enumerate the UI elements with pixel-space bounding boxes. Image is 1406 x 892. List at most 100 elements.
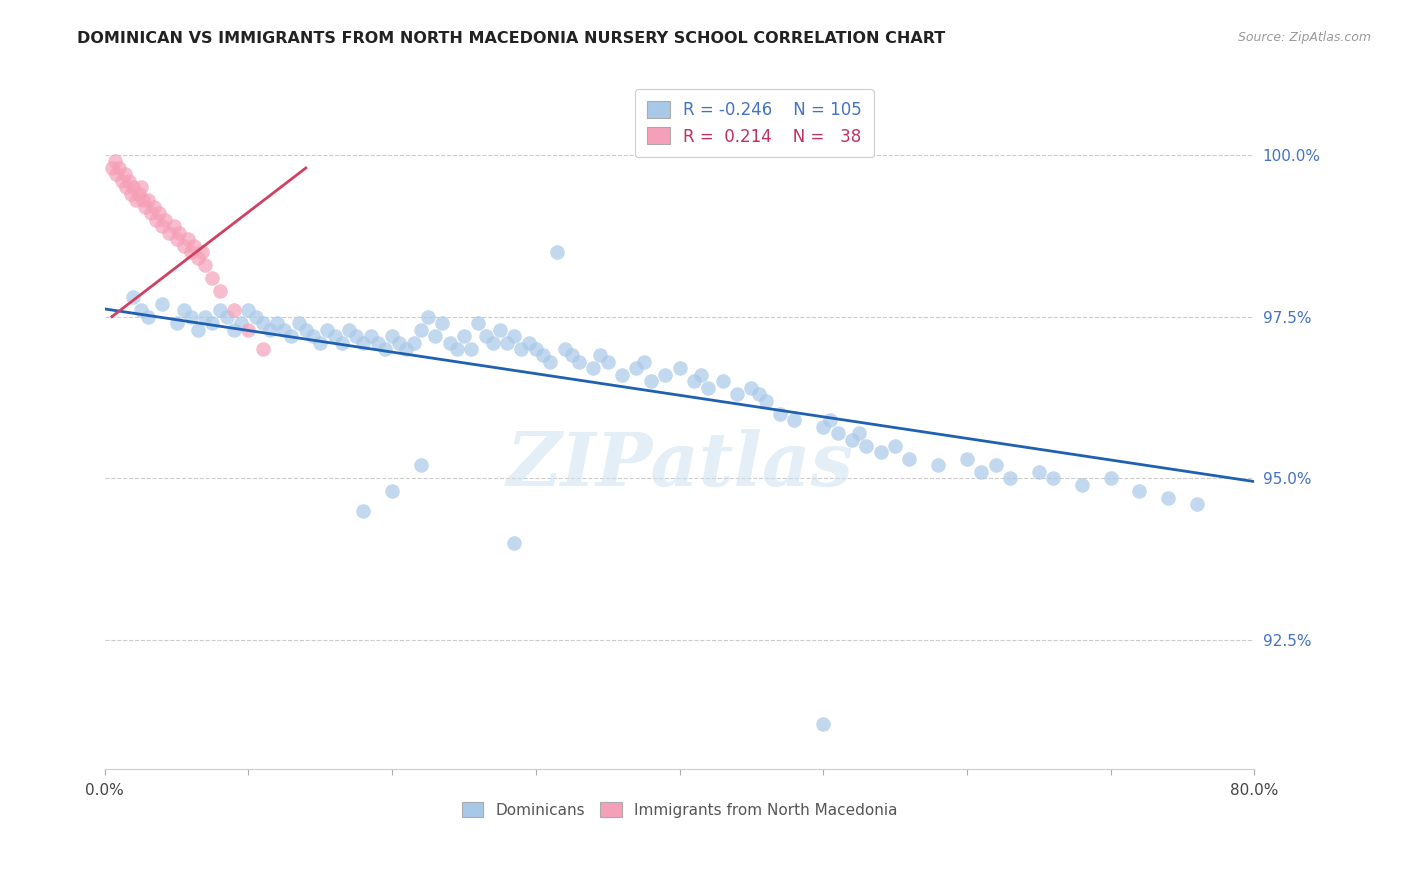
Point [546,245,568,260]
Point [503,536,526,550]
Point [111,174,134,188]
Point [740,381,762,395]
Point [238,323,260,337]
Point [360,329,382,343]
Point [215,310,238,324]
Point [173,303,195,318]
Point [884,439,907,453]
Point [163,219,186,234]
Point [114,168,136,182]
Point [120,186,142,201]
Point [568,355,591,369]
Point [453,329,475,343]
Point [108,161,131,175]
Point [201,316,224,330]
Point [134,200,156,214]
Point [610,368,633,382]
Point [381,329,404,343]
Point [367,335,389,350]
Point [330,335,353,350]
Point [589,349,612,363]
Point [180,310,202,324]
Point [142,200,165,214]
Point [115,180,138,194]
Point [148,206,170,220]
Point [187,323,209,337]
Point [855,439,877,453]
Point [150,219,173,234]
Text: ZIPatlas: ZIPatlas [506,429,853,501]
Point [201,271,224,285]
Point [169,226,191,240]
Point [898,452,921,467]
Point [166,232,188,246]
Point [153,212,176,227]
Point [425,329,447,343]
Point [252,316,274,330]
Point [252,342,274,356]
Point [222,323,245,337]
Text: DOMINICAN VS IMMIGRANTS FROM NORTH MACEDONIA NURSERY SCHOOL CORRELATION CHART: DOMINICAN VS IMMIGRANTS FROM NORTH MACED… [77,31,946,46]
Point [245,310,267,324]
Point [683,375,706,389]
Point [460,342,482,356]
Point [352,335,374,350]
Text: Source: ZipAtlas.com: Source: ZipAtlas.com [1237,31,1371,45]
Point [998,471,1021,485]
Point [150,297,173,311]
Point [180,245,202,260]
Point [259,323,281,337]
Point [690,368,713,382]
Point [266,316,288,330]
Point [344,329,367,343]
Point [725,387,748,401]
Point [446,342,468,356]
Point [129,303,152,318]
Point [194,258,217,272]
Point [783,413,806,427]
Point [208,284,231,298]
Point [697,381,720,395]
Point [374,342,396,356]
Point [122,290,145,304]
Point [352,503,374,517]
Point [439,335,461,350]
Point [136,194,159,208]
Point [395,342,418,356]
Point [984,458,1007,473]
Point [145,212,167,227]
Point [173,238,195,252]
Point [104,154,127,169]
Point [402,335,425,350]
Point [139,206,162,220]
Point [869,445,891,459]
Point [191,245,214,260]
Point [273,323,295,337]
Point [1099,471,1122,485]
Point [194,310,217,324]
Point [1028,465,1050,479]
Point [496,335,519,350]
Point [755,393,778,408]
Point [848,426,870,441]
Point [302,329,325,343]
Point [309,335,332,350]
Point [381,484,404,499]
Point [841,433,863,447]
Point [208,303,231,318]
Point [561,349,583,363]
Point [409,323,432,337]
Point [128,186,150,201]
Point [183,238,205,252]
Point [231,316,253,330]
Point [388,335,411,350]
Point [1042,471,1064,485]
Point [1185,497,1208,511]
Point [538,355,561,369]
Point [323,329,346,343]
Point [531,349,554,363]
Point [467,316,489,330]
Point [295,323,318,337]
Point [813,717,835,731]
Point [474,329,496,343]
